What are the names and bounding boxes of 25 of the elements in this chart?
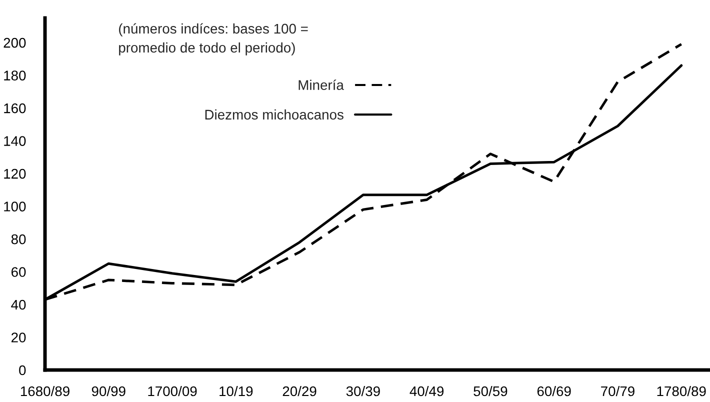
legend-label: Diezmos michoacanos bbox=[205, 109, 344, 120]
y-tick-label: 200 bbox=[4, 38, 26, 48]
x-tick-label: 1780/89 bbox=[657, 386, 706, 396]
y-tick-label: 20 bbox=[12, 332, 26, 342]
y-tick-label: 0 bbox=[19, 365, 26, 376]
y-tick-label: 60 bbox=[12, 267, 26, 277]
x-tick-label: 70/79 bbox=[601, 386, 634, 396]
y-tick-label: 160 bbox=[4, 103, 26, 114]
y-tick-label: 80 bbox=[11, 234, 26, 244]
x-tick-label: 20/29 bbox=[282, 386, 316, 396]
x-tick-label: 30/39 bbox=[346, 386, 380, 396]
annotation: (números indíces: bases 100 = promedio de todo el periodo) bbox=[119, 23, 308, 56]
x-tick-label: 10/19 bbox=[220, 386, 253, 396]
x-tick-label: 60/69 bbox=[537, 386, 571, 396]
y-tick-label: 140 bbox=[4, 136, 26, 146]
legend-label: Minería bbox=[298, 80, 344, 90]
y-tick-label: 180 bbox=[4, 70, 26, 80]
y-tick-label: 100 bbox=[4, 202, 26, 212]
x-tick-label: 90/99 bbox=[92, 386, 126, 396]
y-tick-label: 120 bbox=[4, 168, 26, 179]
x-tick-label: 1700/09 bbox=[148, 386, 197, 396]
x-tick-label: 50/59 bbox=[474, 386, 508, 396]
y-tick-label: 40 bbox=[11, 300, 26, 310]
x-tick-label: 40/49 bbox=[410, 386, 444, 396]
x-tick-label: 1680/89 bbox=[20, 386, 70, 396]
